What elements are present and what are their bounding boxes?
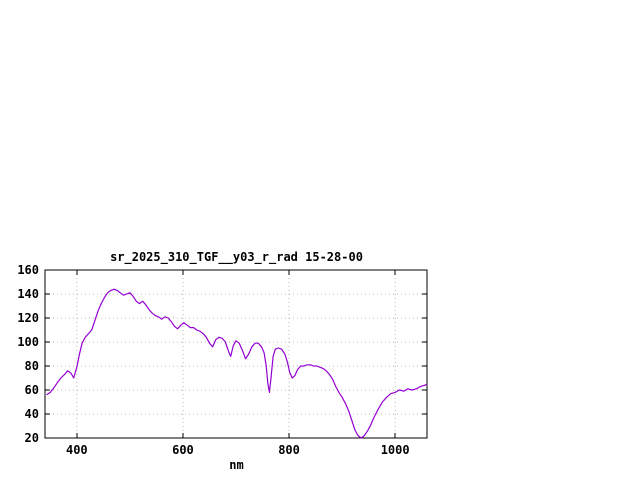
x-axis-label: nm [229, 458, 244, 472]
y-tick-label: 100 [17, 335, 39, 349]
x-tick-label: 1000 [381, 443, 410, 457]
y-tick-label: 120 [17, 311, 39, 325]
x-tick-label: 800 [278, 443, 300, 457]
chart-title: sr_2025_310_TGF__y03_r_rad 15-28-00 [110, 250, 363, 264]
y-tick-label: 80 [25, 359, 39, 373]
x-tick-label: 400 [66, 443, 88, 457]
y-tick-label: 40 [25, 407, 39, 421]
y-tick-label: 60 [25, 383, 39, 397]
x-tick-label: 600 [172, 443, 194, 457]
y-tick-label: 140 [17, 287, 39, 301]
plot-border [44, 269, 428, 439]
spectrum-line [46, 288, 428, 439]
y-tick-label: 160 [17, 263, 39, 277]
y-tick-label: 20 [25, 431, 39, 445]
